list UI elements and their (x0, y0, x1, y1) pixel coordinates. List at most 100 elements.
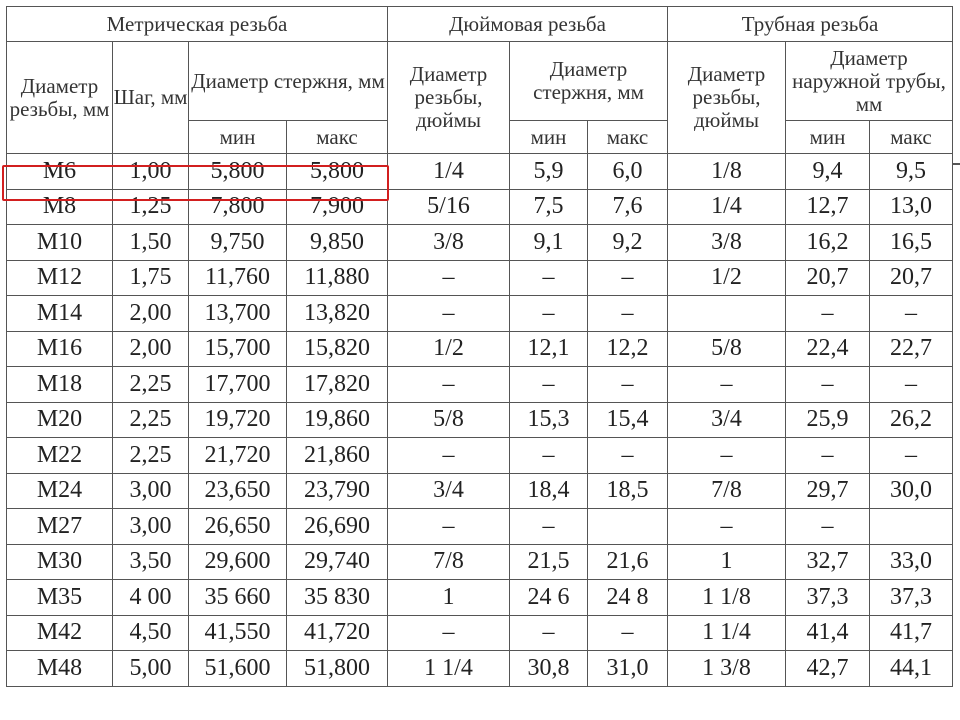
table-cell: 21,5 (509, 543, 588, 580)
table-row: M48 5,00 51,600 51,800 1 1/4 30,8 31,0 1 3/8 42,… (6, 650, 954, 687)
table-cell: – (509, 508, 588, 545)
table-cell: 15,4 (587, 401, 668, 438)
table-cell: 1 1/4 (387, 650, 510, 687)
table-cell: 5,800 (188, 153, 287, 190)
table-cell: 11,760 (188, 259, 287, 296)
table-body: M6 1,00 5,800 5,800 1/4 5,9 6,0 1/8 9,4 9,5 M8 1,25… (6, 153, 954, 687)
table-cell: 41,4 (785, 614, 870, 651)
table-cell: – (868, 437, 954, 474)
header-max: макс (868, 120, 954, 154)
table-cell: 42,7 (785, 650, 870, 687)
table-cell: – (868, 366, 954, 403)
table-cell: 16,2 (785, 224, 870, 261)
table-cell: – (387, 614, 510, 651)
table-cell: 1/4 (387, 153, 510, 190)
table-cell: M12 (6, 259, 113, 296)
table-cell: M27 (6, 508, 113, 545)
table-cell: 4 00 (112, 579, 189, 616)
table-cell: – (785, 437, 870, 474)
table-cell: 18,5 (587, 472, 668, 509)
table-cell: 3/4 (387, 472, 510, 509)
table-cell: 24 6 (509, 579, 588, 616)
table-cell: 19,860 (286, 401, 388, 438)
table-cell: – (785, 508, 870, 545)
table-cell: 5/8 (387, 401, 510, 438)
table-cell: – (667, 508, 786, 545)
table-cell: – (667, 437, 786, 474)
header-pipe-outer-diameter: Диаметр наружной трубы, мм (784, 41, 954, 121)
table-cell: 4,50 (112, 614, 189, 651)
table-cell: 25,9 (785, 401, 870, 438)
table-cell: 7/8 (387, 543, 510, 580)
table-cell: 19,720 (188, 401, 287, 438)
table-cell: 9,1 (509, 224, 588, 261)
thread-size-table: Метрическая резьба Дюймовая резьба Трубн… (6, 6, 954, 687)
table-cell: – (387, 259, 510, 296)
table-cell: M14 (6, 295, 113, 332)
table-cell: 1 3/8 (667, 650, 786, 687)
group-header-metric: Метрическая резьба (6, 6, 388, 42)
table-cell: – (587, 295, 668, 332)
table-cell: 13,820 (286, 295, 388, 332)
table-cell: – (509, 259, 588, 296)
table-cell: 51,800 (286, 650, 388, 687)
table-cell: 26,650 (188, 508, 287, 545)
table-cell: 21,860 (286, 437, 388, 474)
table-row: M10 1,50 9,750 9,850 3/8 9,1 9,2 3/8 16,2 16,5 (6, 224, 954, 261)
table-cell: 1 1/8 (667, 579, 786, 616)
table-row: M24 3,00 23,650 23,790 3/4 18,4 18,5 7/8 29,7 30,… (6, 472, 954, 509)
table-cell: 5/16 (387, 188, 510, 225)
table-cell: 12,2 (587, 330, 668, 367)
table-cell: 1/2 (667, 259, 786, 296)
table-cell: 3,50 (112, 543, 189, 580)
table-cell: 1/4 (667, 188, 786, 225)
table-cell: M42 (6, 614, 113, 651)
table-cell: – (509, 366, 588, 403)
table-cell: M6 (6, 153, 113, 190)
table-cell (868, 508, 954, 545)
table-cell: 24 8 (587, 579, 668, 616)
table-cell: – (509, 295, 588, 332)
table-cell: 20,7 (785, 259, 870, 296)
table-cell: 7,5 (509, 188, 588, 225)
table-cell: 9,850 (286, 224, 388, 261)
table-cell: – (509, 614, 588, 651)
table-cell (667, 295, 786, 332)
table-row: M16 2,00 15,700 15,820 1/2 12,1 12,2 5/8 22,4 22,… (6, 330, 954, 367)
table-cell: 1 (387, 579, 510, 616)
table-cell: M24 (6, 472, 113, 509)
table-cell: 44,1 (868, 650, 954, 687)
table-cell: – (387, 437, 510, 474)
header-inch-rod-diameter: Диаметр стержня, мм (509, 41, 668, 121)
table-cell: 15,820 (286, 330, 388, 367)
table-cell: 9,5 (868, 153, 954, 190)
header-min: мин (509, 120, 588, 154)
table-cell: 26,690 (286, 508, 388, 545)
table-cell: 9,750 (188, 224, 287, 261)
table-cell: 22,7 (868, 330, 954, 367)
table-cell: 1/8 (667, 153, 786, 190)
header-metric-diameter: Диаметр резьбы, мм (6, 41, 113, 154)
table-row: M42 4,50 41,550 41,720– – –1 1/4 41,4 41,7 (6, 614, 954, 651)
table-cell: – (387, 295, 510, 332)
table-cell: M8 (6, 188, 113, 225)
table-cell: 1 (667, 543, 786, 580)
header-inch-diameter: Диаметр резьбы, дюймы (387, 41, 510, 154)
table-cell: 9,4 (785, 153, 870, 190)
table-cell: 12,1 (509, 330, 588, 367)
table-cell: 16,5 (868, 224, 954, 261)
table-cell: 1,25 (112, 188, 189, 225)
table-cell: 7/8 (667, 472, 786, 509)
group-header-pipe: Трубная резьба (666, 6, 954, 42)
table-cell: 23,650 (188, 472, 287, 509)
table-cell: M20 (6, 401, 113, 438)
table-cell: 5,9 (509, 153, 588, 190)
table-cell: 29,7 (785, 472, 870, 509)
table-cell: 1,00 (112, 153, 189, 190)
table-cell: 13,0 (868, 188, 954, 225)
table-cell: M22 (6, 437, 113, 474)
table-cell: 3/4 (667, 401, 786, 438)
table-cell: 51,600 (188, 650, 287, 687)
table-cell: 29,740 (286, 543, 388, 580)
